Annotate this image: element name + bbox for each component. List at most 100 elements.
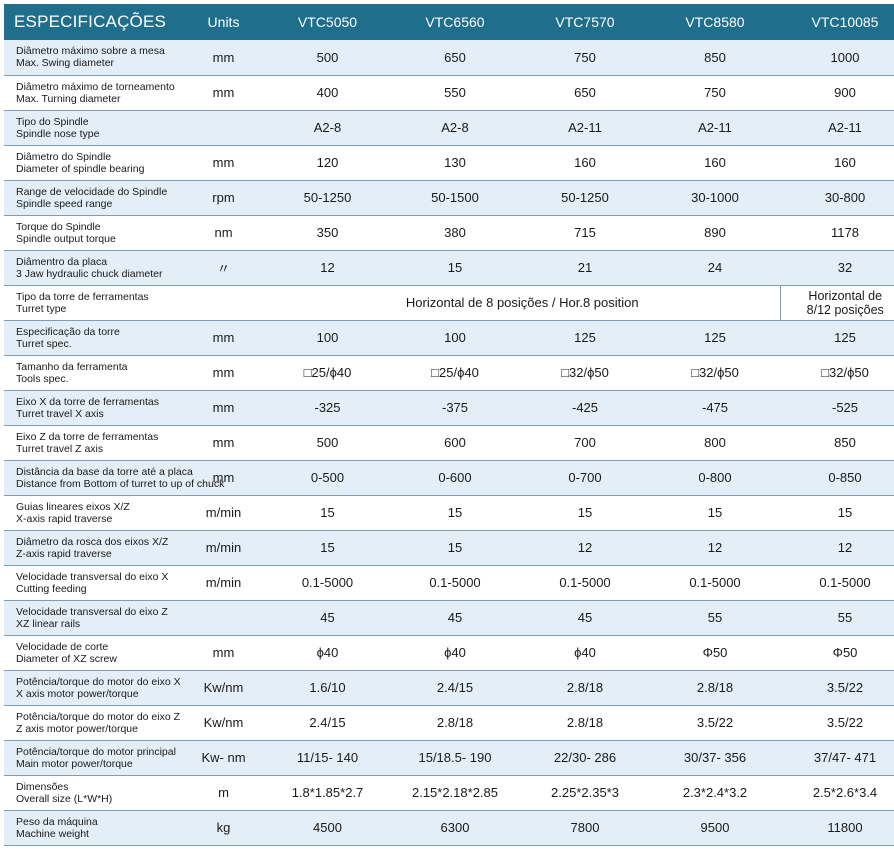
spec-value: 0.1-5000 xyxy=(520,565,650,601)
spec-value: 15 xyxy=(390,250,520,286)
spec-unit: m xyxy=(182,775,265,811)
spec-label-en: Diameter of XZ screw xyxy=(16,652,117,665)
table-row: Eixo X da torre de ferramentas Turret tra… xyxy=(4,390,894,426)
spec-unit: Kw- nm xyxy=(182,740,265,776)
spec-value: Horizontal de 8/12 posições xyxy=(780,285,894,321)
spec-value: 400 xyxy=(265,75,390,111)
spec-value: 0-500 xyxy=(265,460,390,496)
spec-value: 9500 xyxy=(650,810,780,846)
spec-value: 600 xyxy=(390,425,520,461)
spec-value: □32/ϕ50 xyxy=(520,355,650,391)
spec-value: 15 xyxy=(265,530,390,566)
spec-label: Tamanho da ferramenta Tools spec. xyxy=(4,355,182,391)
spec-label-en: Z-axis rapid traverse xyxy=(16,547,112,560)
spec-value: 2.15*2.18*2.85 xyxy=(390,775,520,811)
spec-value: 15 xyxy=(520,495,650,531)
table-row: Eixo Z da torre de ferramentas Turret tra… xyxy=(4,425,894,461)
table-row: Especificação da torre Turret spec. mm 100 1… xyxy=(4,320,894,356)
spec-value: ϕ40 xyxy=(390,635,520,671)
table-row: Tipo da torre de ferramentas Turret type H… xyxy=(4,285,894,321)
spec-value: 2.8/18 xyxy=(520,705,650,741)
table-row: Range de velocidade do Spindle Spindle sp… xyxy=(4,180,894,216)
spec-label: Diâmetro máximo sobre a mesa Max. Swing d… xyxy=(4,40,182,76)
spec-value: 800 xyxy=(650,425,780,461)
spec-label-pt: Potência/torque do motor do eixo Z xyxy=(16,710,181,723)
spec-value: 350 xyxy=(265,215,390,251)
spec-value: -375 xyxy=(390,390,520,426)
spec-value: 100 xyxy=(265,320,390,356)
spec-label-en: Turret spec. xyxy=(16,337,72,350)
spec-value: A2-11 xyxy=(650,110,780,146)
spec-value: 2.8/18 xyxy=(390,705,520,741)
model-header: VTC10085 xyxy=(780,4,894,40)
spec-value: 15 xyxy=(390,495,520,531)
table-row: Diâmetro da rosca dos eixos X/Z Z-axis ra… xyxy=(4,530,894,566)
table-row: Velocidade transversal do eixo X Cutting … xyxy=(4,565,894,601)
spec-value: 2.8/18 xyxy=(650,670,780,706)
table-row: Diâmetro do Spindle Diameter of spindle b… xyxy=(4,145,894,181)
spec-value: 850 xyxy=(650,40,780,76)
spec-value: 2.5*2.6*3.4 xyxy=(780,775,894,811)
table-row: Guias lineares eixos X/Z X-axis rapid tra… xyxy=(4,495,894,531)
spec-unit: mm xyxy=(182,40,265,76)
table-body: Diâmetro máximo sobre a mesa Max. Swing d… xyxy=(4,40,894,846)
spec-unit: m/min xyxy=(182,565,265,601)
spec-label-pt: Velocidade de corte xyxy=(16,640,109,653)
spec-label: Tipo do Spindle Spindle nose type xyxy=(4,110,182,146)
spec-value: 500 xyxy=(265,425,390,461)
spec-value: 550 xyxy=(390,75,520,111)
spec-value: 21 xyxy=(520,250,650,286)
spec-label-en: 3 Jaw hydraulic chuck diameter xyxy=(16,267,163,280)
spec-label-en: Max. Swing diameter xyxy=(16,57,115,70)
spec-label: Guias lineares eixos X/Z X-axis rapid tra… xyxy=(4,495,182,531)
spec-value: 3.5/22 xyxy=(650,705,780,741)
spec-unit: m/min xyxy=(182,530,265,566)
spec-value: 750 xyxy=(520,40,650,76)
spec-unit: mm xyxy=(182,390,265,426)
spec-value: 4500 xyxy=(265,810,390,846)
spec-label-en: X axis motor power/torque xyxy=(16,687,139,700)
spec-value: 11/15- 140 xyxy=(265,740,390,776)
spec-value: 50-1250 xyxy=(265,180,390,216)
spec-label-en: Cutting feeding xyxy=(16,582,87,595)
spec-value: 1000 xyxy=(780,40,894,76)
spec-value: 2.25*2.35*3 xyxy=(520,775,650,811)
spec-label-pt: Velocidade transversal do eixo Z xyxy=(16,605,168,618)
spec-label-en: Max. Turning diameter xyxy=(16,92,121,105)
spec-unit: m/min xyxy=(182,495,265,531)
spec-label: Distância da base da torre até a placa Di… xyxy=(4,460,225,496)
spec-value: 160 xyxy=(520,145,650,181)
spec-label-en: Distance from Bottom of turret to up of … xyxy=(16,477,225,490)
spec-value: 0-800 xyxy=(650,460,780,496)
spec-value: 22/30- 286 xyxy=(520,740,650,776)
spec-value: 30-1000 xyxy=(650,180,780,216)
table-row: Velocidade transversal do eixo Z XZ linea… xyxy=(4,600,894,636)
spec-label: Especificação da torre Turret spec. xyxy=(4,320,182,356)
spec-value: 0-700 xyxy=(520,460,650,496)
spec-unit xyxy=(182,600,265,636)
spec-value: 55 xyxy=(650,600,780,636)
spec-value: 7800 xyxy=(520,810,650,846)
spec-label: Potência/torque do motor principal Main m… xyxy=(4,740,182,776)
spec-value: 30/37- 356 xyxy=(650,740,780,776)
spec-label: Velocidade transversal do eixo X Cutting … xyxy=(4,565,182,601)
spec-value: A2-11 xyxy=(520,110,650,146)
spec-label-pt: Diâmetro do Spindle xyxy=(16,150,112,163)
spec-value: 45 xyxy=(265,600,390,636)
spec-value: □32/ϕ50 xyxy=(650,355,780,391)
spec-value: 650 xyxy=(520,75,650,111)
spec-unit: mm xyxy=(182,425,265,461)
spec-label: Diâmetro máximo de torneamento Max. Turni… xyxy=(4,75,182,111)
spec-value: 2.4/15 xyxy=(265,705,390,741)
spec-value: 900 xyxy=(780,75,894,111)
spec-value: A2-8 xyxy=(265,110,390,146)
spec-label: Velocidade de corte Diameter of XZ screw xyxy=(4,635,182,671)
table-row: Diâmentro da placa 3 Jaw hydraulic chuck … xyxy=(4,250,894,286)
spec-label-pt: Distância da base da torre até a placa xyxy=(16,465,193,478)
spec-label: Eixo X da torre de ferramentas Turret tra… xyxy=(4,390,182,426)
spec-value: 45 xyxy=(520,600,650,636)
spec-label-pt: Especificação da torre xyxy=(16,325,120,338)
spec-label-en: Spindle speed range xyxy=(16,197,113,210)
